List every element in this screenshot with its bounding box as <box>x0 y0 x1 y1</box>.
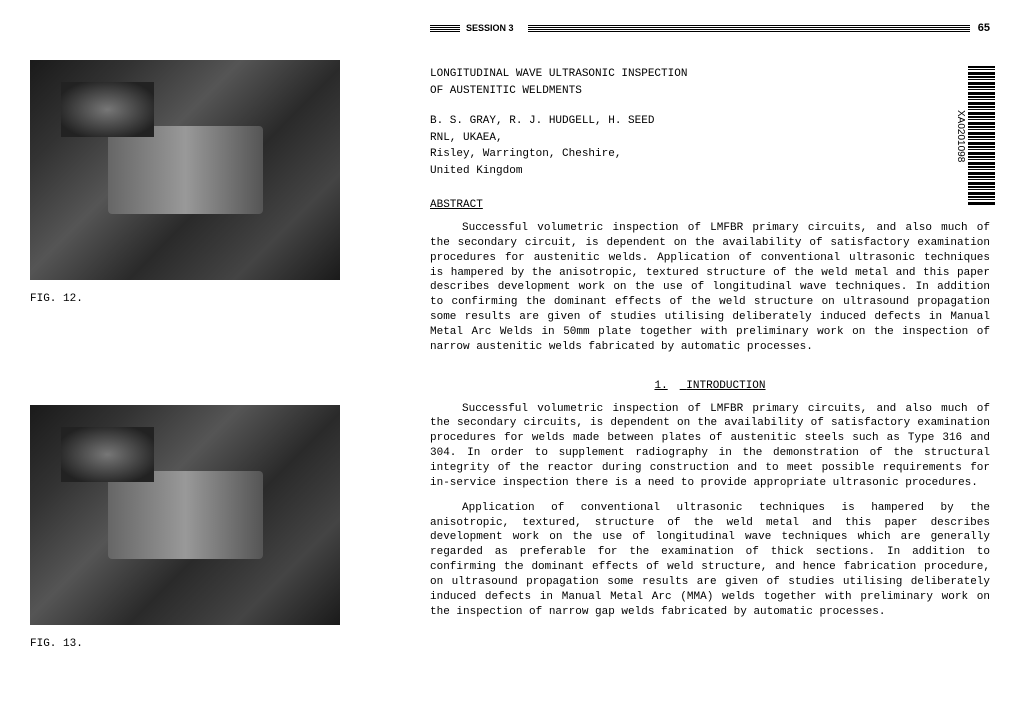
header-lines-left <box>430 25 460 32</box>
author-names: B. S. GRAY, R. J. HUDGELL, H. SEED <box>430 113 990 130</box>
title-line-2: OF AUSTENITIC WELDMENTS <box>430 83 990 100</box>
header-lines-right <box>528 25 970 32</box>
authors-block: B. S. GRAY, R. J. HUDGELL, H. SEED RNL, … <box>430 113 990 179</box>
left-column: FIG. 12. FIG. 13. <box>30 20 410 705</box>
intro-para-1: Successful volumetric inspection of LMFB… <box>430 402 990 491</box>
introduction-heading: 1. INTRODUCTION <box>430 380 990 392</box>
right-column: SESSION 3 65 LONGITUDINAL WAVE ULTRASONI… <box>410 20 990 705</box>
session-label: SESSION 3 <box>460 23 520 33</box>
barcode-label: XA0201098 <box>955 66 966 206</box>
abstract-heading: ABSTRACT <box>430 199 990 211</box>
title-section: LONGITUDINAL WAVE ULTRASONIC INSPECTION … <box>430 66 990 179</box>
intro-para-2: Application of conventional ultrasonic t… <box>430 501 990 620</box>
paper-title: LONGITUDINAL WAVE ULTRASONIC INSPECTION … <box>430 66 990 99</box>
abstract-text: Successful volumetric inspection of LMFB… <box>430 221 990 355</box>
figure-13-image <box>30 405 340 625</box>
affiliation-1: RNL, UKAEA, <box>430 130 990 147</box>
figure-12-caption: FIG. 12. <box>30 293 380 305</box>
header-bar: SESSION 3 65 <box>430 20 990 36</box>
section-number: 1. <box>654 380 667 392</box>
affiliation-3: United Kingdom <box>430 163 990 180</box>
figure-12-image <box>30 60 340 280</box>
affiliation-2: Risley, Warrington, Cheshire, <box>430 146 990 163</box>
title-line-1: LONGITUDINAL WAVE ULTRASONIC INSPECTION <box>430 66 990 83</box>
barcode-lines <box>968 66 995 206</box>
page-number: 65 <box>978 22 990 34</box>
spacer <box>30 305 380 365</box>
barcode: XA0201098 <box>955 66 995 206</box>
figure-13-caption: FIG. 13. <box>30 638 380 650</box>
section-title: INTRODUCTION <box>686 380 765 392</box>
